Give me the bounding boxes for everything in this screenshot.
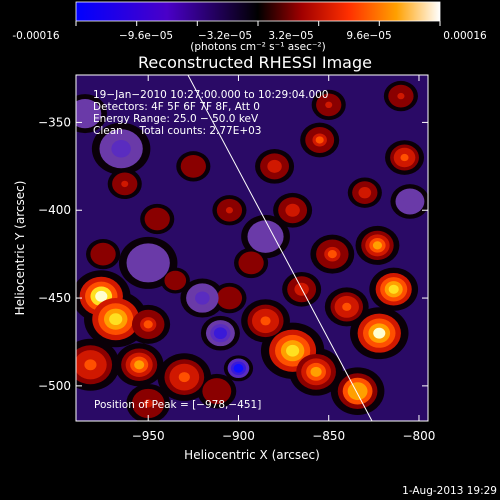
heatmap-blob <box>397 92 405 100</box>
plot-area: −950 −900 −850 −800 −350 −400 −450 −500 <box>38 74 435 443</box>
y-tick-label: −350 <box>38 115 71 129</box>
heatmap-blob <box>400 153 409 162</box>
heatmap-blob <box>373 327 386 339</box>
heatmap-blob <box>270 162 279 170</box>
heatmap-blob <box>257 229 274 244</box>
colorbar-gradient <box>75 1 441 22</box>
colorbar-tick-label: −9.6e−05 <box>119 30 173 42</box>
colorbar-ticks <box>75 21 441 26</box>
x-tick-label: −950 <box>132 429 165 443</box>
heatmap-blob <box>342 302 352 311</box>
generation-date: 1-Aug-2013 19:29 <box>402 485 497 497</box>
y-tick-label: −400 <box>38 203 71 217</box>
heatmap-blob <box>111 139 131 158</box>
heatmap-blob <box>143 399 153 408</box>
annotation-detectors: Detectors: 4F 5F 6F 7F 8F, Att 0 <box>93 101 260 113</box>
solar-limb-line <box>187 75 373 421</box>
heatmap-blob <box>225 207 233 214</box>
heatmap-blob <box>260 316 271 326</box>
heatmap-blob <box>95 290 108 302</box>
heatmap-blob <box>361 189 369 196</box>
heatmap-blob <box>286 344 300 357</box>
y-axis-ticks: −350 −400 −450 −500 <box>38 115 428 393</box>
heatmap-blob <box>327 250 337 259</box>
heatmap-blob <box>388 284 399 294</box>
heatmap-blob <box>153 215 161 223</box>
colorbar-tick-label: 9.6e−05 <box>346 30 391 42</box>
colorbar-tick-label: 0.00016 <box>443 30 487 42</box>
heatmap-blob <box>325 101 333 109</box>
y-tick-label: −450 <box>38 291 71 305</box>
heatmap-blob <box>143 320 153 329</box>
heatmap-blob <box>84 359 97 371</box>
y-tick-label: −500 <box>38 379 71 393</box>
heatmap-blob <box>134 360 145 370</box>
colorbar-tick-label: 3.2e−05 <box>268 30 313 42</box>
chart-title: Reconstructed RHESSI Image <box>138 53 372 72</box>
heatmap-blob <box>172 277 179 284</box>
heatmap-blob <box>310 366 322 377</box>
heatmap-blob <box>189 163 197 170</box>
x-tick-label: −850 <box>312 429 345 443</box>
heatmap-blob <box>121 180 129 188</box>
colorbar-unit-label: (photons cm⁻² s⁻¹ asec⁻²) <box>190 41 325 53</box>
annotation-energy: Energy Range: 25.0 − 50.0 keV <box>93 113 259 125</box>
heatmap-blob <box>372 241 383 250</box>
heatmap-blob <box>109 313 123 326</box>
heatmap-blob <box>77 107 93 121</box>
heatmap-blob <box>178 372 190 383</box>
heatmap-blob <box>233 363 244 373</box>
annotation-time: 19−Jan−2010 10:27:00.000 to 10:29:04.000 <box>93 89 329 101</box>
colorbar: -0.00016 −9.6e−05 −3.2e−05 3.2e−05 9.6e−… <box>12 1 487 53</box>
colorbar-tick-label: −3.2e−05 <box>198 30 252 42</box>
heatmap-blob <box>288 206 297 214</box>
y-axis-label: Heliocentric Y (arcsec) <box>13 181 27 316</box>
heatmap-blob <box>195 291 210 305</box>
colorbar-tick-label: -0.00016 <box>12 30 60 42</box>
x-axis-ticks: −950 −900 −850 −800 <box>132 75 435 443</box>
annotation-counts: Clean Total counts: 2.77E+03 <box>93 125 262 137</box>
heatmap-blob <box>213 327 227 340</box>
heatmap-blob <box>225 294 233 302</box>
heatmap-blob <box>212 387 221 395</box>
peak-position-label: Position of Peak = [−978,−451] <box>94 399 261 411</box>
x-tick-label: −800 <box>402 429 435 443</box>
heatmap-blob <box>315 136 324 144</box>
heatmap-blob <box>99 250 107 258</box>
heatmap-blob <box>247 259 255 267</box>
plot-frame <box>75 74 429 422</box>
x-axis-label: Heliocentric X (arcsec) <box>184 448 320 462</box>
heatmap-blobs <box>76 80 428 421</box>
x-tick-label: −900 <box>222 429 255 443</box>
heatmap-blob <box>403 195 417 208</box>
heatmap-blob <box>138 254 158 272</box>
